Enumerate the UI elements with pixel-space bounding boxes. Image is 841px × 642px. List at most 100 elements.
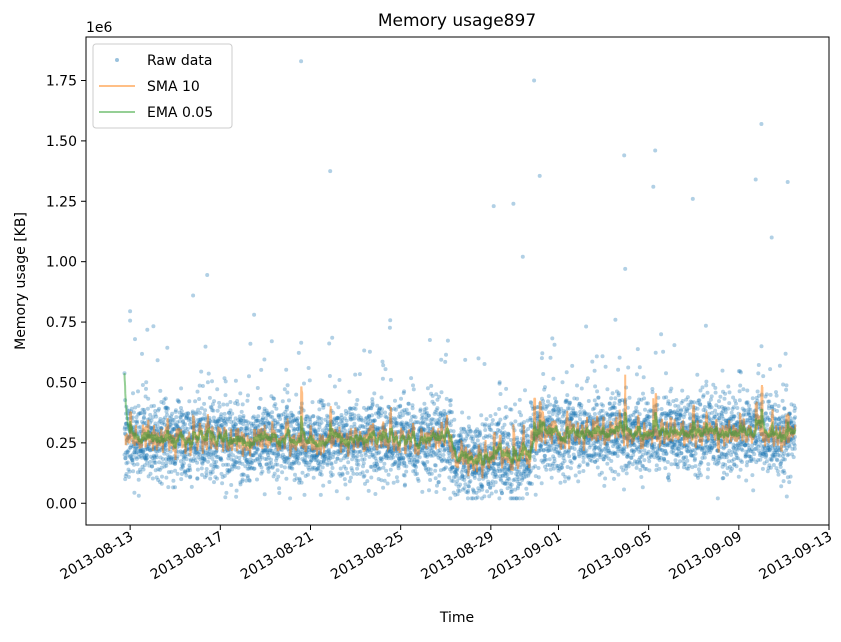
raw-point: [244, 459, 249, 464]
raw-point: [272, 396, 277, 401]
raw-point: [296, 456, 301, 461]
raw-point: [650, 390, 655, 395]
raw-point: [647, 468, 652, 473]
raw-point: [603, 476, 608, 481]
raw-point: [197, 383, 202, 388]
raw-point: [188, 475, 192, 480]
raw-point: [645, 401, 650, 406]
raw-point: [388, 467, 393, 472]
raw-point: [143, 447, 148, 452]
raw-point: [243, 419, 248, 424]
raw-point: [154, 455, 159, 460]
raw-point: [219, 412, 224, 417]
raw-point: [169, 429, 174, 434]
raw-point: [462, 486, 467, 491]
raw-point: [216, 417, 221, 422]
raw-point: [482, 362, 487, 366]
raw-point: [255, 386, 260, 390]
y-offset-label: 1e6: [86, 20, 113, 36]
raw-point: [250, 465, 255, 470]
raw-point: [164, 457, 169, 462]
raw-point: [569, 460, 574, 465]
raw-point: [466, 488, 471, 493]
raw-point: [306, 366, 311, 370]
raw-point: [320, 398, 325, 403]
raw-point: [221, 418, 226, 423]
raw-point: [241, 414, 246, 418]
raw-point: [240, 402, 245, 407]
raw-point: [338, 466, 343, 471]
raw-point: [355, 398, 360, 402]
raw-point: [251, 453, 255, 458]
raw-point: [385, 481, 390, 486]
raw-point: [493, 412, 498, 417]
raw-point: [199, 406, 204, 411]
raw-point: [240, 472, 245, 477]
raw-point: [448, 461, 453, 466]
raw-point: [136, 455, 141, 460]
raw-point: [653, 350, 658, 355]
raw-point: [576, 479, 581, 484]
raw-point: [154, 427, 159, 432]
raw-point: [395, 479, 400, 484]
raw-point: [454, 472, 459, 477]
raw-point: [244, 457, 249, 462]
raw-point: [668, 402, 672, 407]
raw-point: [290, 466, 295, 471]
raw-point: [532, 78, 537, 83]
raw-point: [257, 405, 262, 410]
raw-point: [142, 415, 146, 420]
raw-point: [277, 491, 282, 495]
raw-point: [366, 488, 371, 493]
raw-point: [257, 453, 262, 458]
raw-point: [458, 482, 463, 487]
raw-point: [600, 354, 605, 359]
raw-point: [491, 204, 496, 209]
raw-point: [246, 393, 250, 398]
raw-point: [546, 399, 550, 404]
raw-point: [226, 462, 231, 467]
raw-point: [144, 453, 149, 458]
raw-point: [613, 405, 618, 410]
raw-point: [146, 474, 151, 479]
raw-point: [617, 355, 622, 360]
raw-point: [380, 359, 385, 364]
raw-point: [383, 410, 388, 415]
raw-point: [143, 457, 148, 462]
raw-point: [522, 420, 527, 425]
raw-point: [208, 476, 213, 481]
raw-point: [284, 367, 289, 372]
raw-point: [485, 489, 490, 494]
raw-point: [498, 417, 503, 422]
raw-point: [152, 458, 157, 463]
raw-point: [257, 454, 262, 459]
raw-point: [429, 471, 434, 476]
raw-point: [132, 490, 137, 495]
raw-point: [231, 462, 236, 467]
raw-point: [497, 380, 502, 385]
raw-point: [228, 400, 233, 404]
raw-point: [140, 407, 145, 412]
raw-point: [177, 410, 182, 415]
raw-point: [452, 417, 457, 422]
raw-point: [216, 419, 221, 424]
raw-point: [550, 412, 555, 417]
raw-point: [186, 468, 191, 473]
raw-point: [166, 485, 171, 490]
raw-point: [546, 394, 551, 399]
raw-point: [345, 470, 350, 475]
raw-point: [666, 472, 671, 477]
raw-point: [202, 475, 207, 480]
raw-point: [344, 422, 349, 427]
raw-point: [183, 422, 188, 427]
raw-point: [577, 470, 582, 475]
raw-point: [356, 458, 361, 463]
raw-point: [696, 467, 701, 472]
raw-point: [616, 472, 621, 477]
raw-point: [242, 456, 247, 461]
raw-point: [432, 401, 437, 406]
raw-point: [613, 469, 618, 474]
raw-point: [126, 448, 131, 453]
raw-point: [188, 416, 193, 421]
raw-point: [384, 468, 389, 473]
